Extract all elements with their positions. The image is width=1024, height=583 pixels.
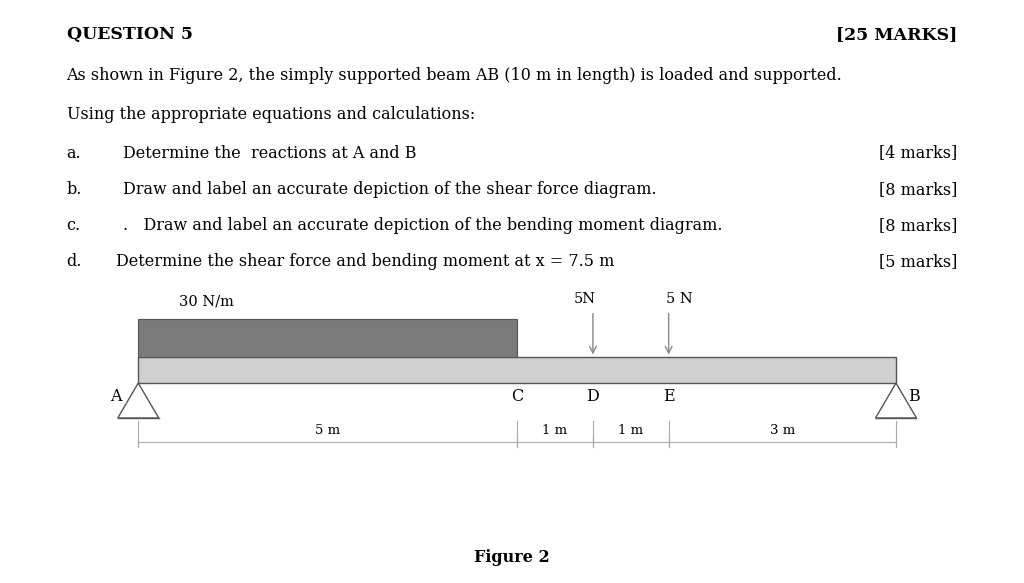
Text: [5 marks]: [5 marks] bbox=[879, 253, 957, 270]
Text: a.: a. bbox=[67, 145, 81, 161]
Text: [8 marks]: [8 marks] bbox=[879, 217, 957, 234]
Bar bbox=[138, 319, 517, 357]
Text: Figure 2: Figure 2 bbox=[474, 549, 550, 566]
Text: C: C bbox=[511, 388, 523, 405]
Bar bbox=[138, 357, 896, 383]
Text: Draw and label an accurate depiction of the shear force diagram.: Draw and label an accurate depiction of … bbox=[123, 181, 656, 198]
Text: 3 m: 3 m bbox=[770, 424, 795, 437]
Text: .   Draw and label an accurate depiction of the bending moment diagram.: . Draw and label an accurate depiction o… bbox=[123, 217, 722, 234]
Polygon shape bbox=[118, 383, 159, 418]
Text: Determine the  reactions at A and B: Determine the reactions at A and B bbox=[123, 145, 417, 161]
Text: 1 m: 1 m bbox=[618, 424, 643, 437]
Text: E: E bbox=[663, 388, 675, 405]
Text: b.: b. bbox=[67, 181, 82, 198]
Text: A: A bbox=[110, 388, 122, 405]
Text: QUESTION 5: QUESTION 5 bbox=[67, 26, 193, 43]
Text: 5 m: 5 m bbox=[315, 424, 340, 437]
Text: Using the appropriate equations and calculations:: Using the appropriate equations and calc… bbox=[67, 106, 475, 123]
Text: B: B bbox=[908, 388, 921, 405]
Polygon shape bbox=[876, 383, 916, 418]
Text: 5N: 5N bbox=[573, 292, 596, 306]
Text: As shown in Figure 2, the simply supported beam AB (10 m in length) is loaded an: As shown in Figure 2, the simply support… bbox=[67, 67, 843, 84]
Text: Determine the shear force and bending moment at x = 7.5 m: Determine the shear force and bending mo… bbox=[116, 253, 614, 270]
Text: [4 marks]: [4 marks] bbox=[880, 145, 957, 161]
Text: D: D bbox=[587, 388, 599, 405]
Text: [25 MARKS]: [25 MARKS] bbox=[837, 26, 957, 43]
Text: [8 marks]: [8 marks] bbox=[879, 181, 957, 198]
Text: 30 N/m: 30 N/m bbox=[179, 295, 234, 309]
Text: 1 m: 1 m bbox=[543, 424, 567, 437]
Text: 5 N: 5 N bbox=[666, 292, 692, 306]
Text: d.: d. bbox=[67, 253, 82, 270]
Text: c.: c. bbox=[67, 217, 81, 234]
